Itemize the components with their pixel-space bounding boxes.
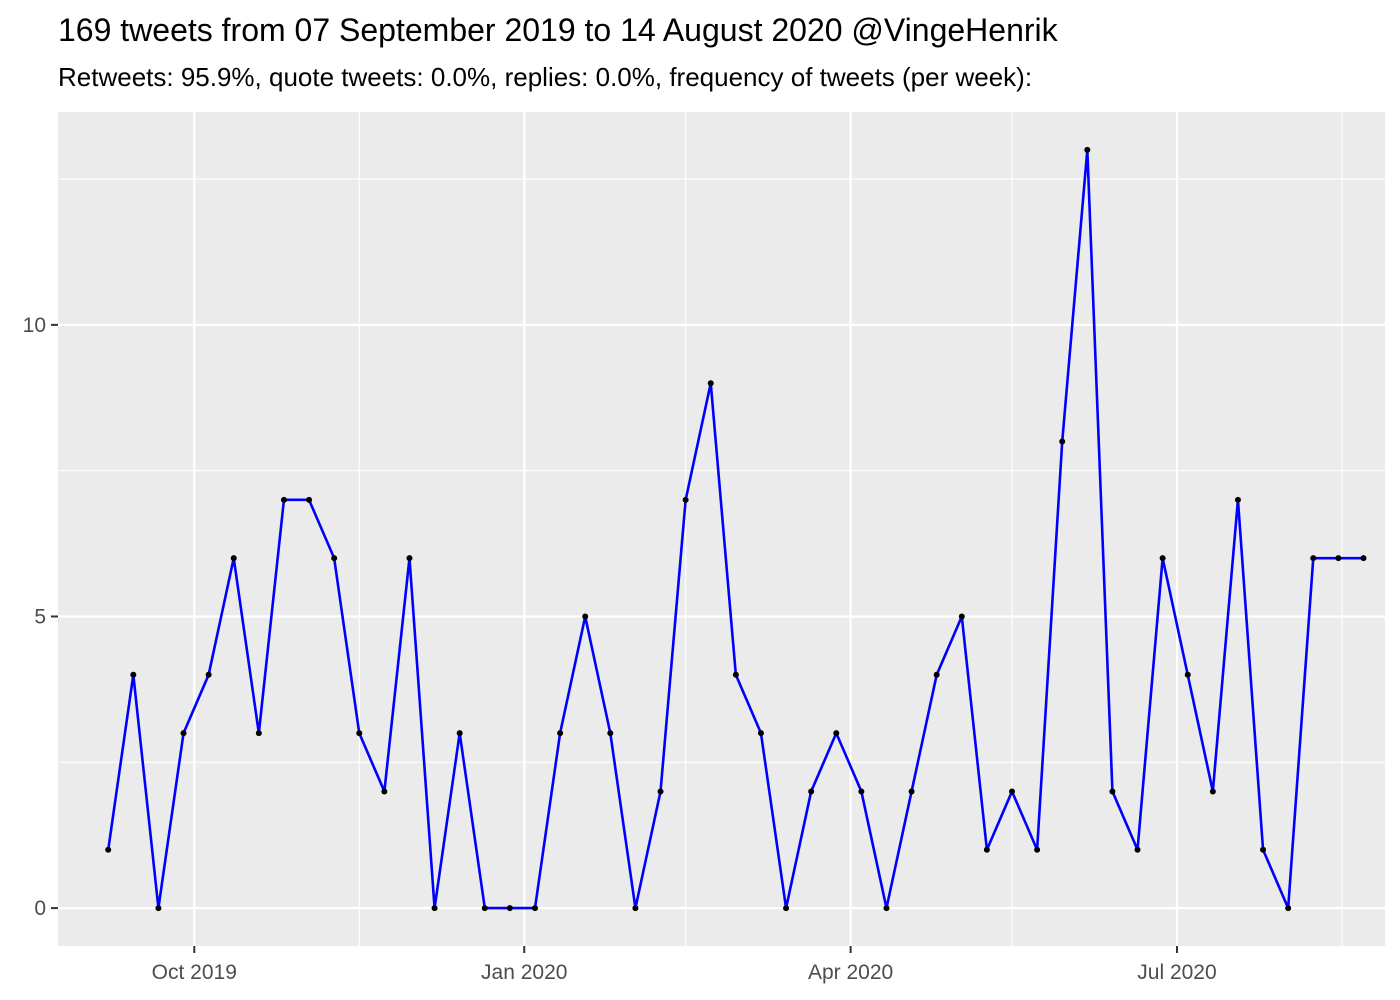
data-point xyxy=(1234,496,1241,503)
data-point xyxy=(1109,788,1116,795)
data-point xyxy=(1159,555,1166,562)
data-point xyxy=(632,905,639,912)
x-tick-label: Apr 2020 xyxy=(808,961,893,984)
data-point xyxy=(1335,555,1342,562)
data-point xyxy=(707,380,714,387)
chart-subtitle: Retweets: 95.9%, quote tweets: 0.0%, rep… xyxy=(58,62,1033,92)
data-point xyxy=(506,905,513,912)
y-tick-label: 0 xyxy=(34,897,46,920)
plot-panel xyxy=(58,112,1385,946)
data-point xyxy=(757,730,764,737)
data-point xyxy=(1009,788,1016,795)
data-point xyxy=(858,788,865,795)
data-point xyxy=(933,671,940,678)
data-point xyxy=(682,496,689,503)
data-point xyxy=(130,671,137,678)
x-tick-label: Jan 2020 xyxy=(481,961,567,984)
data-point xyxy=(1360,555,1367,562)
data-point xyxy=(607,730,614,737)
data-point xyxy=(983,846,990,853)
data-point xyxy=(657,788,664,795)
data-point xyxy=(381,788,388,795)
data-point xyxy=(1310,555,1317,562)
data-point xyxy=(958,613,965,620)
chart-title: 169 tweets from 07 September 2019 to 14 … xyxy=(58,12,1058,48)
y-tick-label: 10 xyxy=(23,314,46,337)
data-point xyxy=(1134,846,1141,853)
data-point xyxy=(732,671,739,678)
data-point xyxy=(431,905,438,912)
data-point xyxy=(582,613,589,620)
data-point xyxy=(1285,905,1292,912)
x-tick-label: Jul 2020 xyxy=(1137,961,1216,984)
data-point xyxy=(1084,146,1091,153)
data-point xyxy=(883,905,890,912)
data-point xyxy=(1184,671,1191,678)
data-point xyxy=(481,905,488,912)
data-point xyxy=(230,555,237,562)
data-point xyxy=(205,671,212,678)
x-tick-label: Oct 2019 xyxy=(152,961,237,984)
data-point xyxy=(280,496,287,503)
data-point xyxy=(557,730,564,737)
data-point xyxy=(532,905,539,912)
y-tick-label: 5 xyxy=(34,605,46,628)
data-point xyxy=(180,730,187,737)
data-point xyxy=(1059,438,1066,445)
data-point xyxy=(255,730,262,737)
data-point xyxy=(356,730,363,737)
data-point xyxy=(155,905,162,912)
data-point xyxy=(105,846,112,853)
data-point xyxy=(908,788,915,795)
data-point xyxy=(406,555,413,562)
data-point xyxy=(306,496,313,503)
data-point xyxy=(1209,788,1216,795)
data-point xyxy=(456,730,463,737)
data-point xyxy=(808,788,815,795)
data-point xyxy=(331,555,338,562)
data-point xyxy=(1260,846,1267,853)
data-point xyxy=(1034,846,1041,853)
data-point xyxy=(783,905,790,912)
data-point xyxy=(833,730,840,737)
